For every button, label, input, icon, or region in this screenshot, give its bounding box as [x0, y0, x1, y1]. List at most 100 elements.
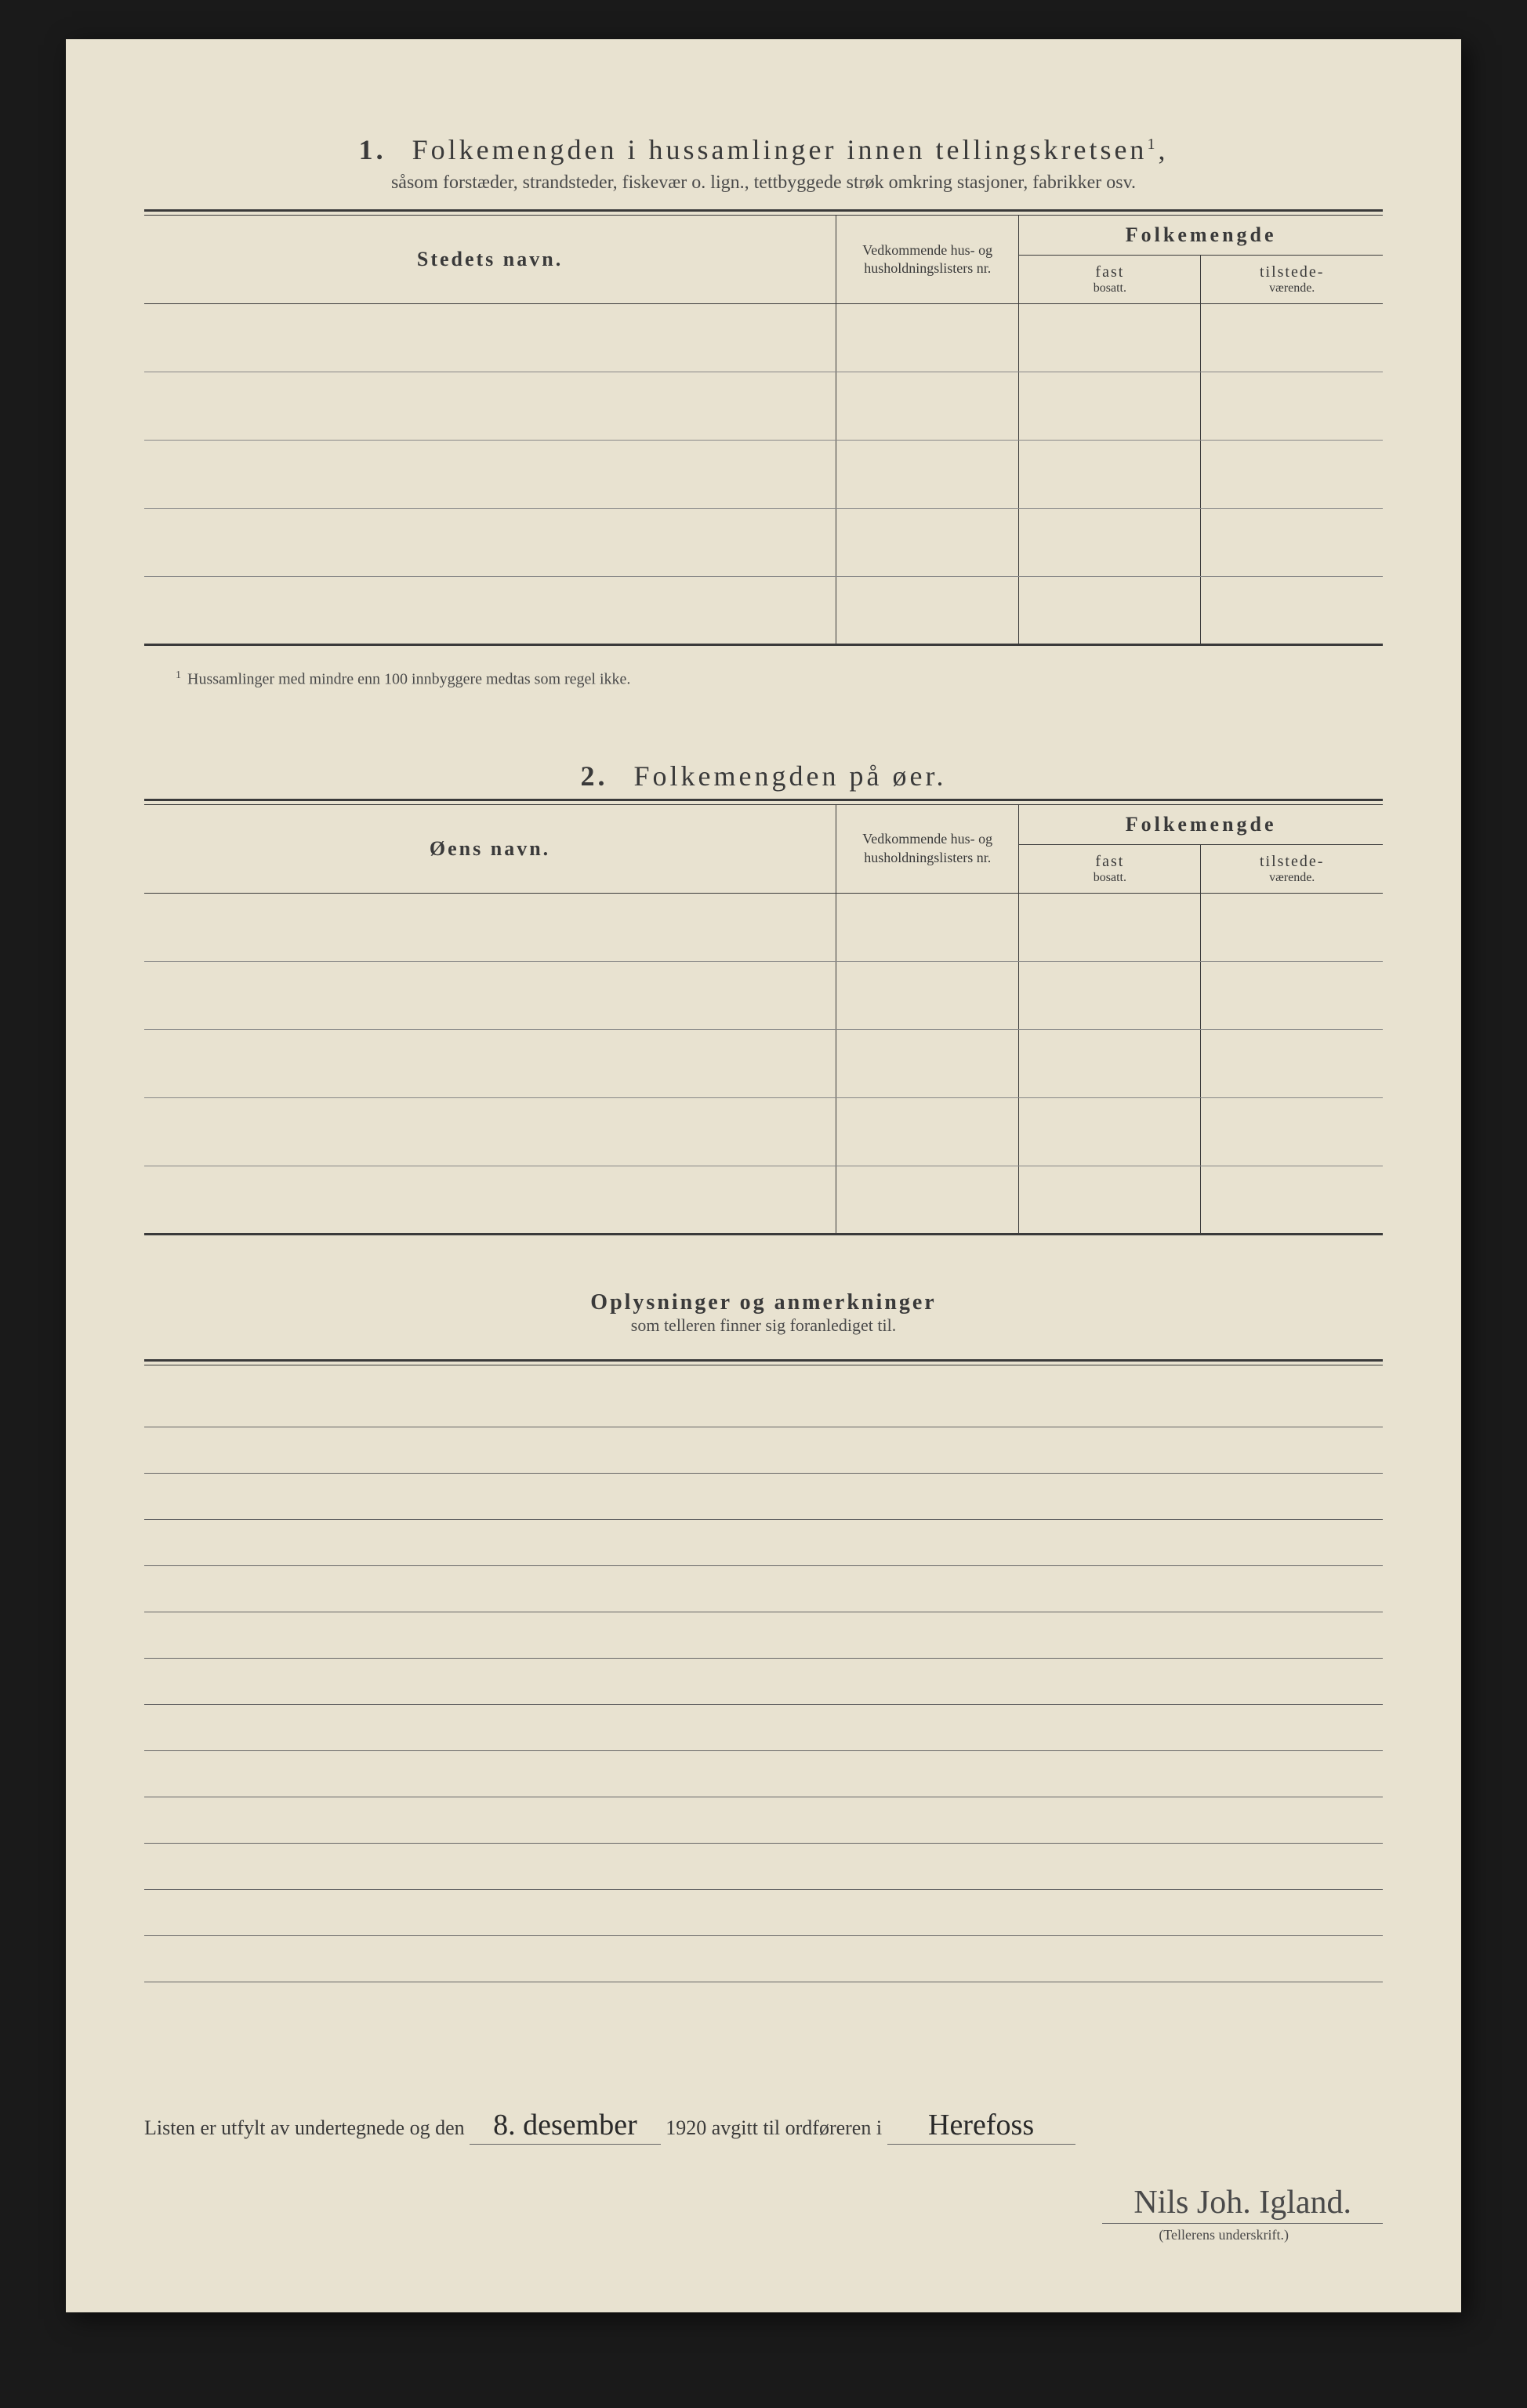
section2-bottom-rule	[144, 1233, 1383, 1235]
section1-subtitle: såsom forstæder, strandsteder, fiskevær …	[144, 172, 1383, 194]
table-cell	[144, 304, 836, 372]
section2-tbody	[144, 893, 1383, 1234]
table-cell	[1019, 441, 1201, 509]
table-row	[144, 1166, 1383, 1234]
ruled-line	[144, 1659, 1383, 1705]
ruled-line	[144, 1612, 1383, 1659]
section1-tbody	[144, 304, 1383, 645]
table-cell	[144, 961, 836, 1029]
table-cell	[1201, 961, 1383, 1029]
section1-footnote: 1Hussamlinger med mindre enn 100 innbygg…	[176, 669, 1383, 689]
table-cell	[1019, 304, 1201, 372]
section1-title-text: Folkemengden i hussamlinger innen tellin…	[412, 134, 1148, 165]
ruled-line	[144, 1381, 1383, 1427]
section2-table: Øens navn. Vedkommende hus- og husholdni…	[144, 805, 1383, 1235]
census-form-page: 1. Folkemengden i hussamlinger innen tel…	[66, 39, 1461, 2312]
sig-mid: avgitt til ordføreren i	[712, 2116, 882, 2139]
ruled-line	[144, 1427, 1383, 1474]
table-cell	[1201, 893, 1383, 961]
section2-title: 2. Folkemengden på øer.	[144, 760, 1383, 792]
table-cell	[836, 893, 1019, 961]
ruled-line	[144, 1844, 1383, 1890]
section1-col-folke: Folkemengde	[1019, 216, 1383, 256]
table-cell	[836, 961, 1019, 1029]
table-cell	[1201, 1097, 1383, 1166]
table-cell	[836, 1097, 1019, 1166]
table-cell	[1201, 372, 1383, 441]
section2-title-text: Folkemengden på øer.	[634, 760, 947, 792]
table-row	[144, 441, 1383, 509]
table-row	[144, 961, 1383, 1029]
table-cell	[144, 577, 836, 645]
table-cell	[1019, 893, 1201, 961]
table-row	[144, 1097, 1383, 1166]
ruled-line	[144, 1936, 1383, 1982]
ruled-line	[144, 1890, 1383, 1936]
table-cell	[1019, 1097, 1201, 1166]
section1-number: 1.	[359, 134, 386, 165]
table-cell	[1201, 577, 1383, 645]
ruled-line	[144, 1474, 1383, 1520]
table-row	[144, 1029, 1383, 1097]
table-cell	[144, 1029, 836, 1097]
notes-title: Oplysninger og anmerkninger	[144, 1290, 1383, 1315]
table-cell	[836, 509, 1019, 577]
section1-title: 1. Folkemengden i hussamlinger innen tel…	[144, 133, 1383, 166]
signature-block: Listen er utfylt av undertegnede og den …	[144, 2108, 1383, 2243]
ruled-line	[144, 1705, 1383, 1751]
ruled-line	[144, 1797, 1383, 1844]
table-cell	[1019, 577, 1201, 645]
notes-top-rule	[144, 1359, 1383, 1365]
section1-col-tilstede: tilstede- værende.	[1201, 256, 1383, 304]
table-cell	[836, 1166, 1019, 1234]
table-cell	[144, 372, 836, 441]
table-cell	[1201, 509, 1383, 577]
section1-bottom-rule	[144, 644, 1383, 646]
section1-top-rule	[144, 209, 1383, 216]
sig-prefix: Listen er utfylt av undertegnede og den	[144, 2116, 465, 2139]
table-cell	[1019, 961, 1201, 1029]
section2-col-fast: fast bosatt.	[1019, 844, 1201, 893]
section2-col-folke: Folkemengde	[1019, 805, 1383, 845]
table-row	[144, 304, 1383, 372]
ruled-line	[144, 1520, 1383, 1566]
table-cell	[836, 441, 1019, 509]
table-cell	[1019, 1166, 1201, 1234]
sig-place: Herefoss	[887, 2108, 1075, 2145]
notes-lines	[144, 1381, 1383, 1982]
table-cell	[144, 1097, 836, 1166]
section1-col-list: Vedkommende hus- og husholdningslisters …	[836, 216, 1019, 304]
signature-name: Nils Joh. Igland.	[1102, 2184, 1383, 2224]
section1-col-name: Stedets navn.	[144, 216, 836, 304]
table-cell	[836, 577, 1019, 645]
signature-caption: (Tellerens underskrift.)	[144, 2227, 1383, 2243]
table-cell	[1201, 1029, 1383, 1097]
table-cell	[144, 1166, 836, 1234]
table-cell	[1201, 304, 1383, 372]
table-cell	[1201, 441, 1383, 509]
section1-col-fast: fast bosatt.	[1019, 256, 1201, 304]
notes-subtitle: som telleren finner sig foranlediget til…	[144, 1315, 1383, 1336]
table-cell	[1019, 1029, 1201, 1097]
table-cell	[1019, 509, 1201, 577]
table-cell	[1019, 372, 1201, 441]
table-cell	[144, 893, 836, 961]
section2-col-name: Øens navn.	[144, 805, 836, 894]
table-row	[144, 893, 1383, 961]
sig-year: 1920	[666, 2116, 706, 2139]
ruled-line	[144, 1751, 1383, 1797]
table-cell	[836, 304, 1019, 372]
signature-line: Nils Joh. Igland.	[144, 2184, 1383, 2224]
ruled-line	[144, 1566, 1383, 1612]
section2-col-list: Vedkommende hus- og husholdningslisters …	[836, 805, 1019, 894]
section2-number: 2.	[581, 760, 608, 792]
table-cell	[144, 441, 836, 509]
sig-date: 8. desember	[470, 2108, 661, 2145]
section1-table: Stedets navn. Vedkommende hus- og hushol…	[144, 216, 1383, 645]
section2-top-rule	[144, 799, 1383, 805]
table-row	[144, 372, 1383, 441]
section2-col-tilstede: tilstede- værende.	[1201, 844, 1383, 893]
section1-title-sup: 1	[1147, 136, 1158, 153]
table-cell	[144, 509, 836, 577]
table-row	[144, 509, 1383, 577]
